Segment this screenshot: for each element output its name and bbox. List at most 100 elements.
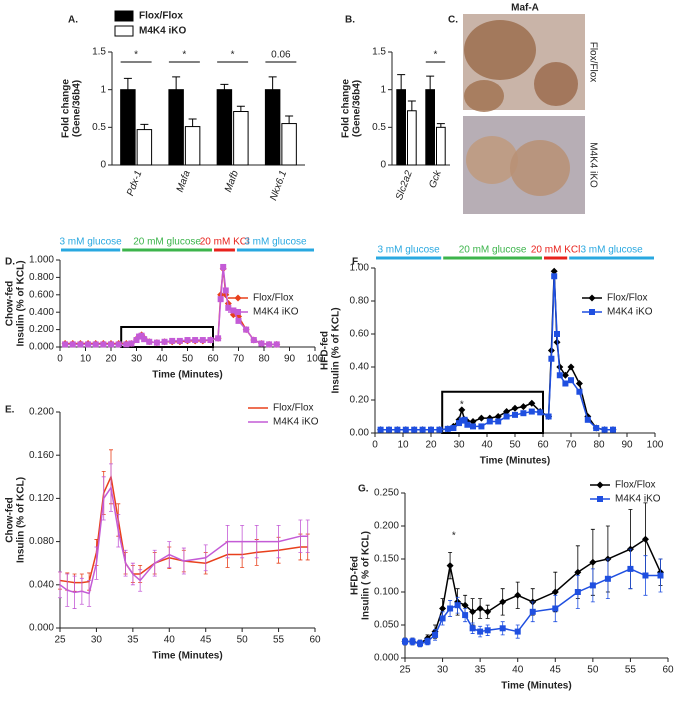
- data-point: [439, 615, 446, 622]
- error-bar: [436, 123, 445, 128]
- data-point: [419, 426, 426, 433]
- data-point: [92, 341, 99, 348]
- x-tick-label: 55: [273, 635, 285, 646]
- y-tick-label: 0.250: [374, 488, 399, 499]
- data-point: [461, 416, 468, 423]
- panel-label: B.: [345, 15, 355, 26]
- y-tick-label: 0.200: [374, 521, 399, 532]
- x-axis-label: Time (Minutes): [152, 651, 222, 662]
- islet: [534, 62, 578, 106]
- legend-marker: [234, 294, 242, 302]
- data-point: [604, 575, 611, 582]
- data-point: [169, 337, 176, 344]
- x-tick-label: 10: [397, 440, 409, 451]
- data-point: [495, 418, 502, 425]
- data-point: [428, 426, 434, 433]
- data-point: [436, 426, 443, 433]
- x-tick-label: 20: [105, 354, 117, 365]
- legend-label: Flox/Flox: [615, 480, 656, 491]
- data-point: [589, 558, 597, 566]
- x-tick-label: 50: [509, 440, 521, 451]
- image-panel: C. Maf-A Flox/Flox M4K4 iKO: [448, 3, 598, 214]
- data-point: [512, 411, 518, 418]
- x-tick-label: 60: [537, 440, 549, 451]
- data-point: [100, 341, 107, 348]
- x-tick-label: 30: [453, 440, 465, 451]
- data-point: [141, 336, 148, 343]
- data-point: [503, 413, 510, 420]
- data-point: [469, 608, 477, 616]
- data-point: [574, 589, 581, 595]
- bar: [436, 126, 446, 166]
- data-point: [424, 638, 431, 645]
- x-tick-label: Nkx6.1: [268, 169, 289, 202]
- bar: [136, 129, 153, 166]
- x-tick-label: 70: [233, 354, 245, 365]
- y-tick-label: 0: [100, 160, 106, 171]
- y-axis-label: Insulin (% of KCL): [331, 307, 342, 393]
- x-tick-label: 70: [565, 440, 577, 451]
- data-point: [108, 341, 114, 348]
- zoom-box: [120, 325, 214, 348]
- y-axis-label: (Gene/36b4): [72, 80, 83, 137]
- x-axis-label: Time (Minutes): [152, 370, 222, 381]
- data-point: [176, 337, 183, 344]
- data-point: [556, 372, 563, 379]
- y-tick-label: 0.800: [29, 272, 54, 283]
- y-axis-label: Insulin (% of KCL): [16, 477, 27, 563]
- legend-marker: [596, 481, 604, 489]
- data-point: [657, 572, 664, 579]
- data-point: [568, 377, 574, 384]
- bar: [264, 89, 281, 166]
- significance-label: *: [231, 50, 235, 61]
- error-bar: [123, 77, 132, 90]
- chart-panel: F. 0.00 0.20 0.40 0.60 0.80 1.00 0 10 20 30 40 50 60 7…: [320, 245, 664, 467]
- data-point: [447, 605, 454, 612]
- data-point: [207, 337, 214, 344]
- data-point: [409, 638, 416, 645]
- data-point: [77, 341, 84, 348]
- data-point: [220, 263, 227, 270]
- data-point: [477, 628, 484, 635]
- data-point: [450, 425, 457, 432]
- data-point: [69, 341, 76, 348]
- y-tick-label: 0.120: [29, 493, 54, 504]
- data-point: [417, 640, 424, 647]
- x-tick-label: 35: [475, 665, 487, 676]
- data-point: [494, 413, 502, 420]
- legend-marker: [588, 294, 596, 302]
- data-point: [469, 417, 477, 425]
- x-tick-label: Pdx-1: [125, 169, 144, 197]
- data-point: [458, 406, 466, 414]
- y-axis-label: Chow-fed: [5, 281, 16, 327]
- islet: [466, 136, 518, 184]
- panel-label: D.: [5, 257, 15, 268]
- data-point: [551, 273, 558, 280]
- annotation: *: [460, 400, 464, 411]
- data-point: [520, 410, 527, 417]
- y-tick-label: 0.200: [29, 407, 54, 418]
- data-point: [461, 601, 469, 609]
- data-point: [484, 608, 492, 616]
- panel-label: G.: [358, 484, 369, 495]
- data-point: [85, 341, 92, 348]
- data-point: [446, 562, 454, 570]
- x-tick-label: 55: [625, 665, 637, 676]
- y-tick-label: 0.000: [29, 623, 54, 634]
- phase-label: 3 mM glucose: [580, 245, 643, 256]
- data-point: [222, 287, 229, 294]
- x-tick-label: 10: [80, 354, 92, 365]
- x-tick-label: 100: [647, 440, 664, 451]
- y-tick-label: 1.5: [92, 47, 106, 58]
- data-point: [250, 337, 257, 344]
- data-point: [511, 404, 519, 412]
- panel-label: E.: [5, 405, 15, 416]
- data-point: [554, 331, 560, 337]
- error-bar: [397, 74, 406, 90]
- error-bar: [285, 115, 294, 124]
- y-tick-label: 1: [380, 84, 386, 95]
- x-tick-label: Gck: [427, 168, 444, 189]
- x-tick-label: 30: [131, 354, 143, 365]
- x-tick-label: 40: [512, 665, 524, 676]
